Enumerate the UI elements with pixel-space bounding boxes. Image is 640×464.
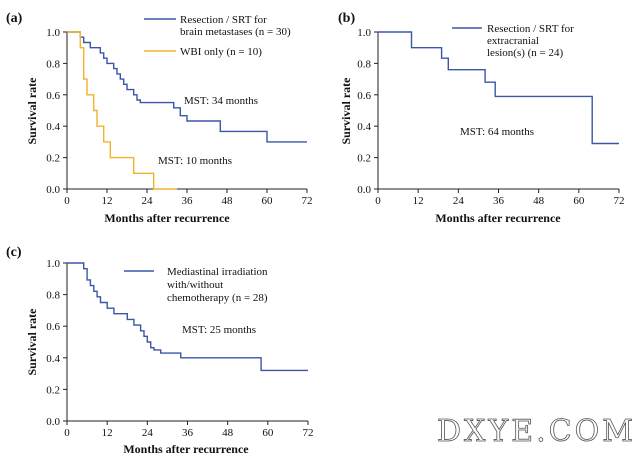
series-line-a-0 [67,31,307,143]
x-tick-label-c: 48 [222,427,234,439]
y-tick-label-a: 0.4 [46,121,60,133]
legend-entry-c-0: chemotherapy (n = 28) [167,292,268,304]
series-line-b-0 [378,31,619,145]
y-tick-label-b: 0.6 [357,90,371,102]
y-tick-label-b: 1.0 [357,27,371,39]
x-tick-label-b: 0 [375,195,381,207]
watermark-text: DXYE.COM [437,414,636,449]
y-tick-label-b: 0.0 [357,184,371,196]
x-tick-label-b: 48 [533,195,545,207]
series-line-a-1 [67,31,177,190]
y-tick-label-c: 1.0 [46,258,60,270]
panel-label-a: (a) [6,11,23,26]
x-tick-label-c: 0 [64,427,70,439]
x-tick-label-b: 72 [614,195,625,207]
y-tick-label-c: 0.0 [46,416,60,428]
legend-entry-b-0: Resection / SRT for [487,23,574,35]
y-tick-label-c: 0.6 [46,321,60,333]
x-axis-title-a: Months after recurrence [104,211,230,225]
panel-b: (b) Months after recurrence Survival rat… [338,11,625,225]
x-tick-label-b: 12 [413,195,424,207]
x-tick-label-a: 60 [262,195,274,207]
y-tick-label-c: 0.2 [46,384,60,396]
y-tick-label-a: 0.6 [46,90,60,102]
panel-c: (c) Months after recurrence Survival rat… [6,245,314,456]
x-tick-label-a: 0 [64,195,70,207]
x-tick-label-c: 60 [262,427,274,439]
x-tick-label-a: 48 [222,195,234,207]
x-tick-label-b: 36 [493,195,505,207]
x-tick-label-b: 24 [453,195,465,207]
series-line-c-0 [67,262,308,372]
x-tick-label-c: 72 [303,427,314,439]
x-tick-label-c: 12 [102,427,113,439]
y-tick-label-a: 1.0 [46,27,60,39]
y-tick-label-c: 0.8 [46,290,60,302]
x-axis-title-c: Months after recurrence [123,442,249,456]
x-tick-label-b: 60 [573,195,585,207]
annotation-mst-a-wbi: MST: 10 months [158,155,232,167]
panel-label-c: (c) [6,245,22,260]
x-tick-label-a: 24 [142,195,154,207]
legend-entry-b-0: extracranial [487,35,539,47]
annotation-mst-a-resection: MST: 34 months [184,95,258,107]
y-tick-label-a: 0.8 [46,58,60,70]
legend-entry-c-0: with/without [167,279,223,291]
x-tick-label-a: 36 [182,195,194,207]
panel-a: (a) Months after recurrence Survival rat… [6,11,313,225]
y-tick-label-a: 0.0 [46,184,60,196]
x-tick-label-c: 36 [182,427,194,439]
legend-entry-a-1: WBI only (n = 10) [180,46,262,58]
legend-entry-a-0: brain metastases (n = 30) [180,26,291,38]
y-axis-title-c: Survival rate [25,308,39,376]
x-tick-label-a: 12 [102,195,113,207]
y-axis-title-a: Survival rate [25,77,39,145]
y-tick-label-a: 0.2 [46,153,60,165]
x-tick-label-a: 72 [302,195,313,207]
legend-entry-a-0: Resection / SRT for [180,14,267,26]
y-tick-label-c: 0.4 [46,353,60,365]
x-tick-label-c: 24 [142,427,154,439]
y-tick-label-b: 0.2 [357,153,371,165]
y-tick-label-b: 0.4 [357,121,371,133]
legend-entry-b-0: lesion(s) (n = 24) [487,47,563,59]
legend-entry-c-0: Mediastinal irradiation [167,266,268,278]
annotation-mst-b: MST: 64 months [460,126,534,138]
y-tick-label-b: 0.8 [357,58,371,70]
panel-label-b: (b) [338,11,355,26]
y-axis-title-b: Survival rate [339,77,353,145]
annotation-mst-c: MST: 25 months [182,324,256,336]
x-axis-title-b: Months after recurrence [435,211,561,225]
